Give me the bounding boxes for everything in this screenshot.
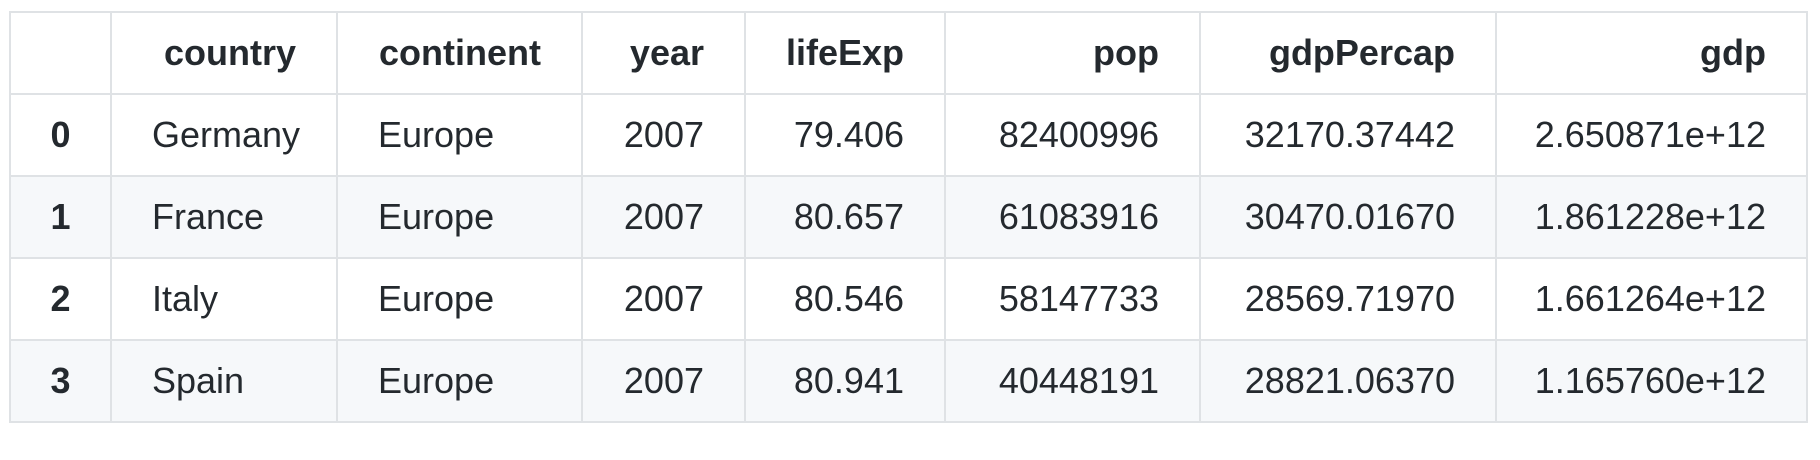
cell-gdp: 1.861228e+12 (1495, 175, 1808, 259)
table-body: 0 Germany Europe 2007 79.406 82400996 32… (9, 93, 1808, 423)
cell-gdp: 1.165760e+12 (1495, 339, 1808, 423)
table-header: country continent year lifeExp pop gdpPe… (9, 11, 1808, 95)
cell-country: France (110, 175, 338, 259)
cell-continent: Europe (336, 93, 583, 177)
table-row: 1 France Europe 2007 80.657 61083916 304… (9, 175, 1808, 259)
cell-country: Spain (110, 339, 338, 423)
column-header-year: year (581, 11, 746, 95)
column-header-lifeexp: lifeExp (744, 11, 946, 95)
cell-country: Italy (110, 257, 338, 341)
cell-continent: Europe (336, 175, 583, 259)
cell-continent: Europe (336, 339, 583, 423)
cell-lifeexp: 80.941 (744, 339, 946, 423)
cell-pop: 40448191 (944, 339, 1201, 423)
cell-pop: 58147733 (944, 257, 1201, 341)
dataframe-container: country continent year lifeExp pop gdpPe… (9, 11, 1808, 423)
row-index-cell: 3 (9, 339, 112, 423)
cell-gdppercap: 28821.06370 (1199, 339, 1497, 423)
column-header-country: country (110, 11, 338, 95)
cell-country: Germany (110, 93, 338, 177)
column-header-gdppercap: gdpPercap (1199, 11, 1497, 95)
cell-year: 2007 (581, 339, 746, 423)
cell-gdp: 1.661264e+12 (1495, 257, 1808, 341)
header-row: country continent year lifeExp pop gdpPe… (9, 11, 1808, 95)
cell-lifeexp: 80.657 (744, 175, 946, 259)
row-index-cell: 0 (9, 93, 112, 177)
index-header-cell (9, 11, 112, 95)
column-header-gdp: gdp (1495, 11, 1808, 95)
cell-gdp: 2.650871e+12 (1495, 93, 1808, 177)
cell-year: 2007 (581, 93, 746, 177)
cell-gdppercap: 30470.01670 (1199, 175, 1497, 259)
cell-pop: 61083916 (944, 175, 1201, 259)
table-row: 2 Italy Europe 2007 80.546 58147733 2856… (9, 257, 1808, 341)
cell-lifeexp: 80.546 (744, 257, 946, 341)
table-row: 3 Spain Europe 2007 80.941 40448191 2882… (9, 339, 1808, 423)
table-row: 0 Germany Europe 2007 79.406 82400996 32… (9, 93, 1808, 177)
column-header-continent: continent (336, 11, 583, 95)
cell-continent: Europe (336, 257, 583, 341)
cell-gdppercap: 28569.71970 (1199, 257, 1497, 341)
row-index-cell: 2 (9, 257, 112, 341)
cell-gdppercap: 32170.37442 (1199, 93, 1497, 177)
dataframe-table: country continent year lifeExp pop gdpPe… (9, 11, 1808, 423)
cell-pop: 82400996 (944, 93, 1201, 177)
cell-year: 2007 (581, 257, 746, 341)
cell-lifeexp: 79.406 (744, 93, 946, 177)
row-index-cell: 1 (9, 175, 112, 259)
cell-year: 2007 (581, 175, 746, 259)
column-header-pop: pop (944, 11, 1201, 95)
